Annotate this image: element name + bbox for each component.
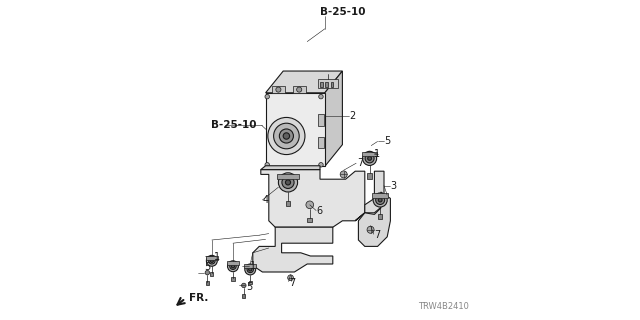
Text: 3: 3	[390, 180, 397, 191]
Circle shape	[283, 133, 289, 139]
Text: TRW4B2410: TRW4B2410	[418, 302, 468, 311]
Circle shape	[206, 255, 218, 266]
Circle shape	[247, 266, 253, 273]
Circle shape	[242, 283, 246, 288]
Text: 7: 7	[357, 158, 363, 168]
Circle shape	[279, 129, 293, 143]
Polygon shape	[244, 264, 256, 268]
Circle shape	[376, 196, 385, 204]
Text: FR.: FR.	[189, 292, 209, 303]
Circle shape	[282, 176, 294, 188]
Text: 4: 4	[262, 195, 269, 205]
Circle shape	[274, 123, 300, 149]
Text: 1: 1	[250, 261, 256, 271]
Bar	[248, 281, 252, 284]
Bar	[307, 218, 312, 222]
Circle shape	[378, 198, 382, 202]
Bar	[206, 281, 209, 285]
Circle shape	[319, 94, 323, 99]
Bar	[319, 79, 338, 88]
Polygon shape	[372, 193, 388, 198]
Bar	[367, 173, 372, 179]
Polygon shape	[227, 261, 239, 265]
Bar	[243, 294, 246, 298]
Text: 5: 5	[246, 282, 252, 292]
Bar	[317, 115, 323, 126]
Text: 6: 6	[317, 205, 323, 216]
Circle shape	[285, 180, 291, 185]
Circle shape	[276, 87, 281, 92]
Polygon shape	[266, 71, 342, 93]
Bar	[317, 137, 323, 148]
Text: 7: 7	[290, 278, 296, 288]
Circle shape	[265, 163, 269, 167]
Polygon shape	[325, 71, 342, 166]
Circle shape	[249, 268, 252, 271]
Circle shape	[373, 193, 387, 207]
Polygon shape	[355, 171, 384, 221]
Circle shape	[340, 171, 347, 178]
Text: B-25-10: B-25-10	[320, 7, 365, 17]
Text: B-25-10: B-25-10	[211, 120, 256, 131]
Bar	[210, 272, 214, 276]
Text: 5: 5	[384, 136, 390, 146]
Text: 2: 2	[349, 111, 356, 121]
Polygon shape	[358, 192, 390, 246]
Bar	[272, 86, 285, 93]
Circle shape	[362, 151, 377, 165]
Text: 7: 7	[374, 230, 380, 240]
Circle shape	[228, 261, 239, 272]
Polygon shape	[261, 170, 365, 227]
Bar	[378, 214, 383, 219]
Text: 1: 1	[374, 149, 381, 159]
Circle shape	[268, 117, 305, 155]
Circle shape	[232, 265, 235, 268]
Circle shape	[367, 156, 372, 160]
Circle shape	[265, 94, 269, 99]
Bar	[232, 277, 235, 281]
Bar	[321, 82, 323, 87]
Bar	[266, 93, 325, 166]
Text: 1: 1	[214, 252, 220, 262]
Polygon shape	[362, 152, 378, 156]
Circle shape	[288, 275, 293, 281]
Text: 5: 5	[204, 262, 211, 272]
Circle shape	[278, 173, 298, 192]
Circle shape	[209, 258, 215, 264]
Polygon shape	[253, 227, 333, 272]
Circle shape	[319, 163, 323, 167]
Circle shape	[205, 270, 210, 275]
Polygon shape	[206, 256, 218, 260]
Circle shape	[297, 87, 302, 92]
Circle shape	[230, 263, 236, 269]
Circle shape	[210, 259, 214, 262]
Bar	[285, 201, 291, 206]
Bar	[293, 86, 306, 93]
Circle shape	[365, 154, 374, 163]
Bar	[326, 82, 328, 87]
Polygon shape	[278, 174, 298, 179]
Polygon shape	[261, 166, 320, 170]
Circle shape	[306, 201, 314, 209]
Bar	[331, 82, 333, 87]
Circle shape	[245, 264, 256, 275]
Circle shape	[367, 226, 374, 233]
